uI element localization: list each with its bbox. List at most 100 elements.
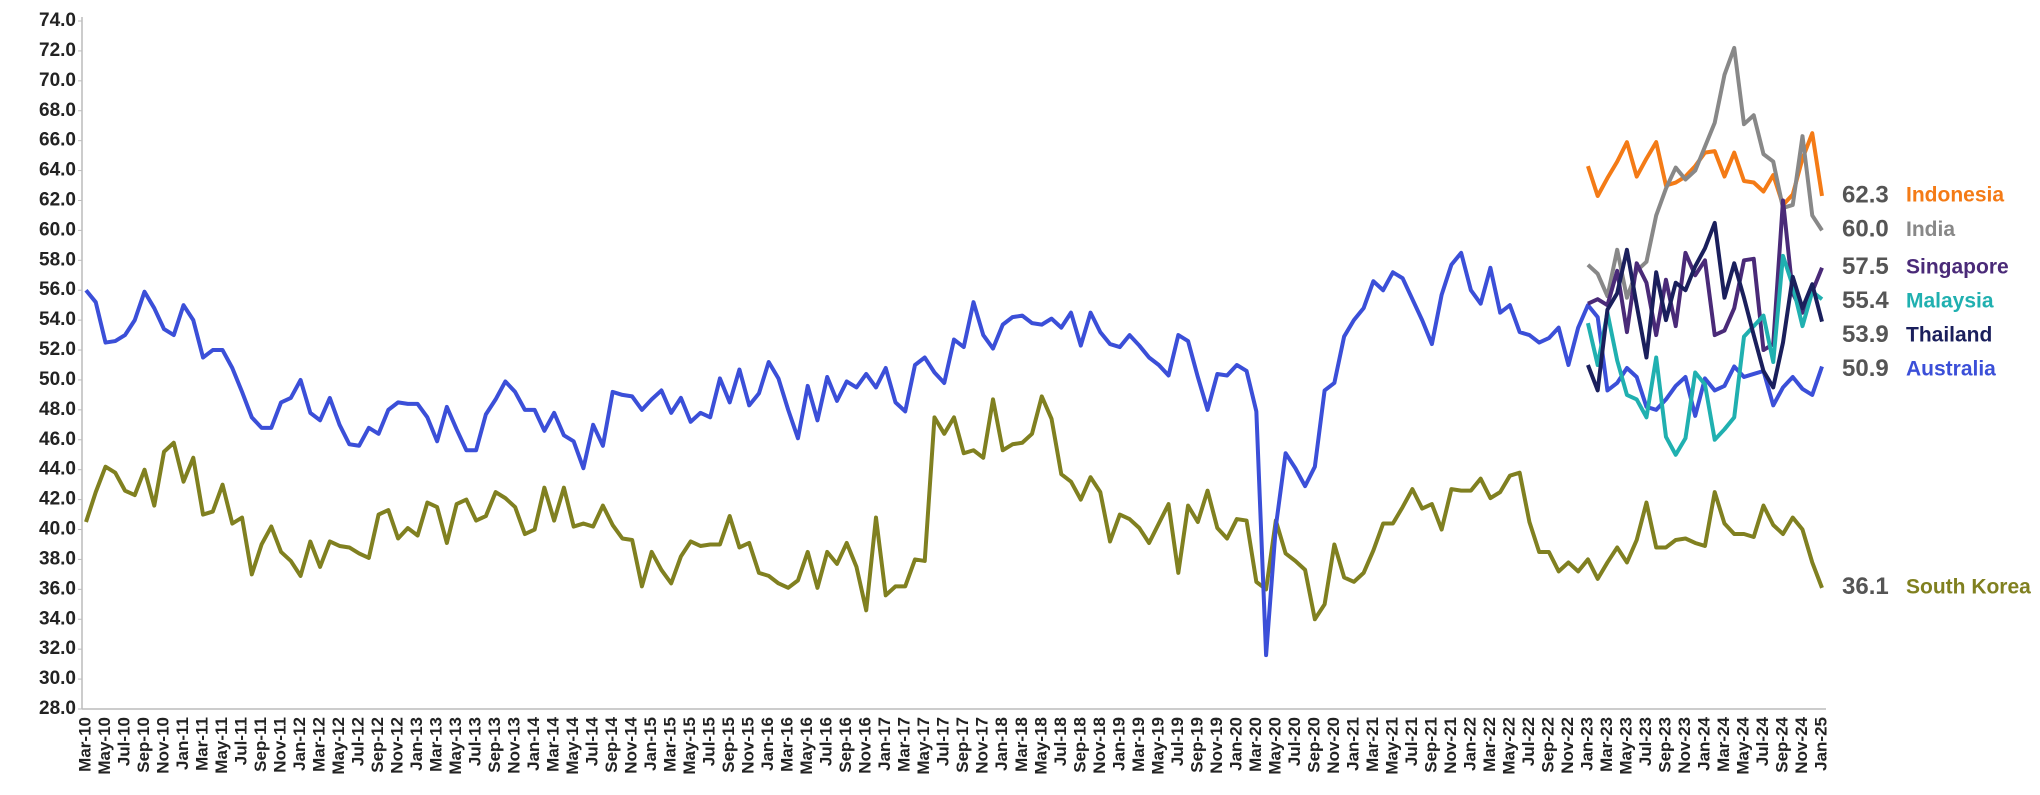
x-tick-label: Jan-24: [1694, 716, 1713, 770]
y-tick-label: 36.0: [39, 578, 76, 599]
x-tick-label: Jul-24: [1753, 716, 1772, 766]
x-tick-label: May-14: [563, 716, 582, 774]
x-tick-label: Jan-19: [1109, 717, 1128, 771]
x-tick-label: Mar-16: [778, 717, 797, 772]
x-tick-label: Nov-20: [1324, 717, 1343, 774]
y-tick-label: 62.0: [39, 189, 76, 210]
x-tick-label: May-24: [1733, 716, 1752, 774]
end-value-label: 60.0: [1842, 216, 1889, 243]
x-tick-label: Nov-16: [856, 717, 875, 774]
x-tick-label: Mar-12: [310, 717, 329, 772]
x-tick-label: Jan-23: [1577, 717, 1596, 771]
x-tick-label: May-17: [914, 717, 933, 775]
end-series-label: India: [1906, 218, 1955, 241]
end-series-label: Indonesia: [1906, 184, 2004, 207]
end-series-label: Malaysia: [1906, 289, 1994, 312]
x-tick-label: Sep-18: [1070, 717, 1089, 773]
y-tick-label: 38.0: [39, 548, 76, 569]
x-tick-label: Nov-21: [1441, 717, 1460, 774]
x-tick-label: Jan-13: [407, 717, 426, 771]
x-tick-label: May-11: [212, 717, 231, 774]
y-tick-label: 50.0: [39, 369, 76, 390]
x-tick-label: Sep-14: [602, 716, 621, 772]
x-tick-label: Jul-15: [700, 717, 719, 766]
x-tick-label: Sep-15: [719, 717, 738, 773]
x-tick-label: May-10: [95, 717, 114, 775]
x-tick-label: Sep-11: [251, 717, 270, 772]
x-tick-label: Mar-15: [661, 717, 680, 772]
x-tick-label: Mar-10: [75, 717, 94, 772]
y-tick-label: 68.0: [39, 100, 76, 121]
x-tick-label: Mar-24: [1714, 716, 1733, 771]
x-tick-label: Jul-16: [817, 717, 836, 766]
x-tick-label: Mar-17: [895, 717, 914, 772]
x-tick-label: Jul-18: [1051, 717, 1070, 766]
x-tick-label: Sep-21: [1421, 717, 1440, 773]
x-tick-label: Jul-11: [232, 717, 251, 765]
series-line: [1587, 198, 1824, 353]
x-tick-label: Jul-10: [114, 717, 133, 766]
x-tick-label: Mar-13: [427, 717, 446, 772]
y-tick-label: 74.0: [39, 10, 76, 31]
y-tick-label: 64.0: [39, 160, 76, 181]
x-tick-label: Sep-20: [1304, 717, 1323, 773]
y-tick-label: 30.0: [39, 668, 76, 689]
y-tick-label: 72.0: [39, 40, 76, 61]
x-tick-label: Mar-19: [1129, 717, 1148, 772]
x-tick-label: Nov-13: [505, 717, 524, 774]
end-value-label: 36.1: [1842, 573, 1889, 600]
end-value-label: 57.5: [1842, 253, 1889, 280]
y-tick-label: 70.0: [39, 70, 76, 91]
x-tick-label: Nov-18: [1090, 717, 1109, 774]
x-tick-label: May-13: [446, 717, 465, 775]
y-tick-label: 44.0: [39, 459, 76, 480]
series-line: [1585, 253, 1824, 457]
y-tick-label: 46.0: [39, 429, 76, 450]
series-line: [84, 250, 1824, 658]
x-tick-label: May-23: [1616, 717, 1635, 775]
x-tick-label: Sep-23: [1655, 717, 1674, 773]
series-line: [84, 394, 1824, 622]
x-tick-label: Mar-23: [1597, 717, 1616, 772]
x-tick-label: Sep-17: [953, 717, 972, 773]
x-tick-label: Jul-19: [1168, 717, 1187, 766]
x-tick-label: Jan-20: [1226, 717, 1245, 771]
y-tick-label: 56.0: [39, 279, 76, 300]
x-tick-label: Nov-15: [739, 717, 758, 774]
x-tick-label: Mar-21: [1363, 717, 1382, 772]
x-tick-label: Jan-11: [173, 717, 192, 770]
x-tick-label: Nov-22: [1558, 717, 1577, 774]
end-series-label: Singapore: [1906, 255, 2009, 278]
x-tick-label: Jan-25: [1811, 717, 1830, 771]
x-tick-label: Nov-17: [973, 717, 992, 774]
x-tick-label: Sep-16: [836, 717, 855, 773]
x-tick-label: Sep-24: [1772, 716, 1791, 772]
x-tick-label: Nov-14: [622, 716, 641, 773]
x-tick-label: Nov-24: [1792, 716, 1811, 773]
x-tick-label: Jul-20: [1285, 717, 1304, 766]
x-tick-label: Jul-14: [583, 716, 602, 766]
x-tick-label: Mar-18: [1012, 717, 1031, 772]
x-tick-label: Jul-12: [349, 717, 368, 766]
y-tick-label: 28.0: [39, 698, 76, 719]
x-tick-label: Jan-21: [1343, 717, 1362, 771]
x-tick-label: Nov-23: [1675, 717, 1694, 774]
end-series-label: Thailand: [1906, 323, 1992, 346]
y-tick-label: 48.0: [39, 399, 76, 420]
end-value-label: 50.9: [1842, 355, 1889, 382]
x-tick-label: Jan-16: [758, 717, 777, 771]
y-tick-label: 52.0: [39, 339, 76, 360]
y-tick-label: 40.0: [39, 519, 76, 540]
y-tick-label: 66.0: [39, 130, 76, 151]
x-tick-label: Nov-19: [1207, 717, 1226, 774]
end-value-label: 53.9: [1842, 321, 1889, 348]
end-series-label: Australia: [1906, 357, 1996, 380]
x-tick-label: Jan-22: [1460, 717, 1479, 771]
y-tick-label: 58.0: [39, 249, 76, 270]
y-tick-label: 34.0: [39, 608, 76, 629]
x-tick-label: Nov-11: [271, 717, 290, 773]
x-tick-label: Jul-21: [1402, 717, 1421, 766]
x-tick-label: Jan-14: [524, 716, 543, 770]
x-tick-label: May-21: [1382, 717, 1401, 775]
